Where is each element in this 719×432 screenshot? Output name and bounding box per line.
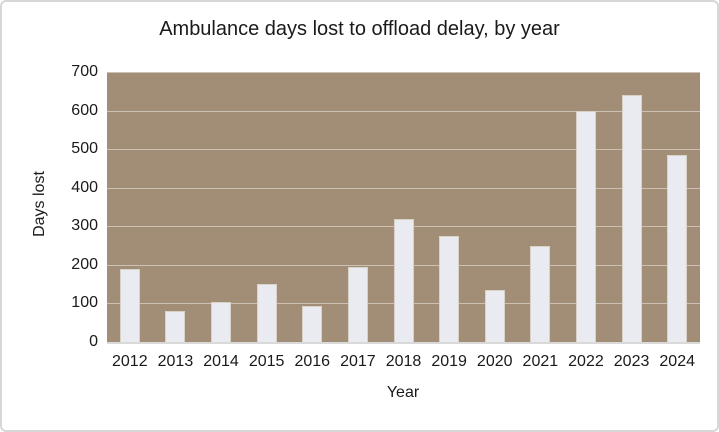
y-tick-label-500: 500 xyxy=(71,140,98,158)
gridline-500 xyxy=(107,149,700,151)
x-tick-label-2015: 2015 xyxy=(248,353,285,370)
bar-2018 xyxy=(393,218,414,342)
x-tick-label-2018: 2018 xyxy=(385,353,422,370)
bar-2020 xyxy=(484,289,505,342)
x-tick-label-2021: 2021 xyxy=(522,353,559,370)
x-tick-label-2022: 2022 xyxy=(568,353,604,370)
y-tick-label-300: 300 xyxy=(71,217,98,235)
x-tick-label-2014: 2014 xyxy=(203,353,239,370)
bar-2022 xyxy=(575,110,596,342)
x-tick-label-2023: 2023 xyxy=(613,353,650,370)
bar-2012 xyxy=(119,268,140,342)
x-tick-label-2013: 2013 xyxy=(157,353,194,370)
gridline-600 xyxy=(107,110,700,112)
bar-2017 xyxy=(347,266,368,342)
x-axis-title: Year xyxy=(386,384,420,401)
y-tick-label-400: 400 xyxy=(71,178,98,196)
y-tick-label-0: 0 xyxy=(89,333,98,350)
y-tick-label-100: 100 xyxy=(71,294,98,312)
bar-2015 xyxy=(256,284,277,342)
y-tick-label-700: 700 xyxy=(71,63,98,80)
y-tick-label-600: 600 xyxy=(71,101,98,119)
bar-2024 xyxy=(667,154,688,342)
x-tick-label-2020: 2020 xyxy=(476,353,513,370)
bar-2013 xyxy=(165,311,186,342)
chart-title: Ambulance days lost to offload delay, by… xyxy=(159,18,560,40)
bar-2021 xyxy=(530,245,551,342)
plot-area xyxy=(107,72,700,344)
y-tick-label-200: 200 xyxy=(71,255,98,273)
x-tick-label-2019: 2019 xyxy=(431,353,467,370)
x-tick-label-2012: 2012 xyxy=(112,353,148,370)
bar-2014 xyxy=(211,301,232,342)
x-tick-label-2024: 2024 xyxy=(659,353,695,370)
bar-2016 xyxy=(302,306,323,342)
bar-2019 xyxy=(439,235,460,342)
gridline-700 xyxy=(107,72,700,73)
bar-2023 xyxy=(621,95,642,342)
gridline-400 xyxy=(107,187,700,189)
x-tick-label-2016: 2016 xyxy=(294,353,331,370)
x-tick-label-2017: 2017 xyxy=(340,353,376,370)
